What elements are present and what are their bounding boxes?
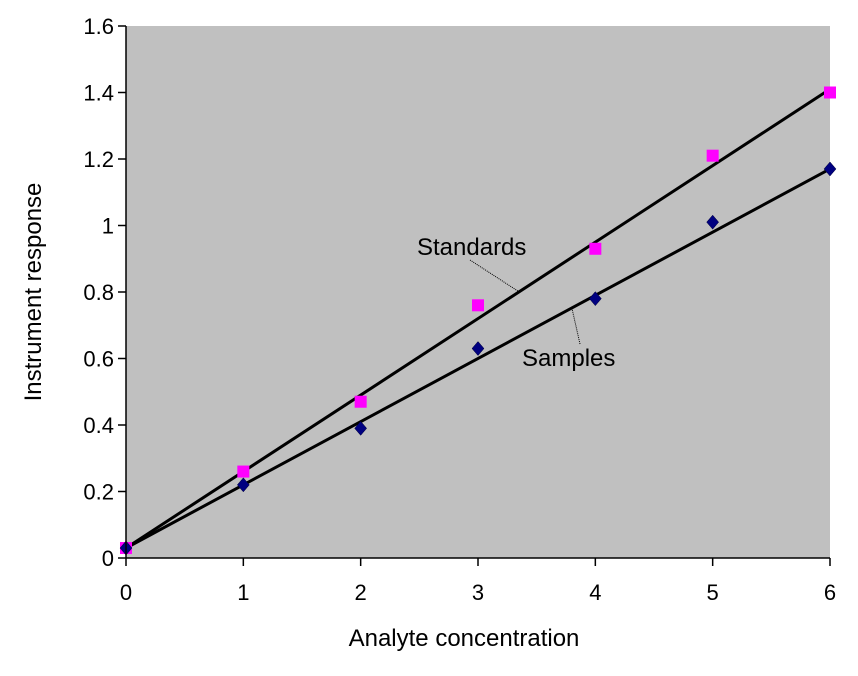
marker-samples xyxy=(823,161,837,177)
x-tick-label: 0 xyxy=(120,580,132,605)
y-tick-label: 1.2 xyxy=(83,147,114,172)
annotation-standards-leader xyxy=(469,259,520,293)
y-tick-label: 0.2 xyxy=(83,480,114,505)
y-tick-label: 0.8 xyxy=(83,280,114,305)
y-tick-label: 1 xyxy=(102,214,114,239)
x-tick-label: 5 xyxy=(707,580,719,605)
x-axis-label: Analyte concentration xyxy=(349,625,580,652)
marker-samples xyxy=(471,341,485,356)
y-tick-label: 0.4 xyxy=(83,413,114,438)
marker-standards xyxy=(354,395,367,408)
y-tick-label: 1.6 xyxy=(83,14,114,39)
y-axis-label: Instrument response xyxy=(20,183,47,402)
marker-standards xyxy=(237,465,250,478)
y-tick-label: 1.4 xyxy=(83,81,114,106)
marker-samples xyxy=(706,214,719,230)
marker-standards xyxy=(589,242,602,255)
x-tick-label: 4 xyxy=(589,580,601,605)
annotation-samples-leader xyxy=(571,307,581,345)
axes: 0 0.2 0.4 0.6 0.8 1 1.2 1.4 1.6 0 1 2 3 4 5 6 xyxy=(83,14,836,605)
x-tick-label: 3 xyxy=(472,580,484,605)
x-tick-label: 6 xyxy=(824,580,836,605)
annotation-samples: Samples xyxy=(522,345,615,372)
marker-standards xyxy=(472,299,484,312)
x-tick-label: 1 xyxy=(237,580,249,605)
y-tick-label: 0.6 xyxy=(83,347,114,372)
annotation-standards: Standards xyxy=(417,234,526,261)
marker-standards xyxy=(706,149,719,162)
annotations: Standards Samples xyxy=(417,234,615,372)
marker-samples xyxy=(354,420,367,436)
marker-samples xyxy=(589,291,602,307)
y-tick-label: 0 xyxy=(102,546,114,571)
x-tick-label: 2 xyxy=(355,580,367,605)
marker-standards xyxy=(824,86,836,99)
marker-samples xyxy=(237,477,250,493)
